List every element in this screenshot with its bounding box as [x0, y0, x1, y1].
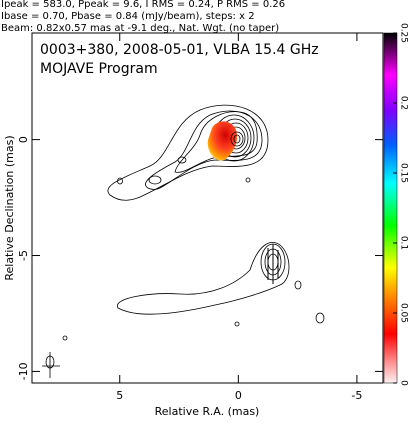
chart-subtitle: MOJAVE Program	[40, 61, 158, 77]
header-line: Ipeak = 583.0, Ppeak = 9.6, I RMS = 0.24…	[1, 0, 285, 10]
contour	[233, 134, 241, 144]
x-tick-label: 0	[235, 389, 242, 402]
contour	[117, 177, 123, 185]
contour	[148, 175, 162, 185]
contour	[145, 110, 263, 190]
contour	[117, 242, 290, 315]
plot-frame	[31, 32, 384, 384]
contours	[42, 104, 325, 378]
contour	[315, 312, 325, 324]
colorbar-tick-label: 0.15	[399, 163, 409, 183]
chart-title: 0003+380, 2008-05-01, VLBA 15.4 GHz	[40, 42, 319, 58]
x-axis-label: Relative R.A. (mas)	[155, 405, 260, 418]
evpa	[267, 244, 279, 284]
y-tick-label: -10	[17, 362, 30, 380]
contour	[177, 156, 187, 164]
y-tick-label: -5	[17, 250, 30, 261]
x-tick-label: -5	[351, 389, 362, 402]
contour	[174, 111, 258, 173]
contour	[62, 335, 68, 341]
header-line: Ibase = 0.70, Pbase = 0.84 (mJy/beam), s…	[1, 11, 255, 22]
colorbar-tick-label: 0.05	[399, 303, 409, 323]
colorbar	[383, 32, 398, 384]
x-tick-label: 5	[116, 389, 123, 402]
colorbar-tick-label: 0	[399, 380, 409, 386]
colorbar-tick-label: 0.1	[399, 236, 409, 250]
colorbar-tick-label: 0.25	[399, 23, 409, 43]
polarization	[207, 121, 238, 161]
y-axis-label: Relative Declination (mas)	[3, 135, 16, 280]
colorbar-tick-label: 0.2	[399, 96, 409, 110]
contour	[234, 321, 240, 327]
contour	[230, 131, 244, 147]
y-tick-label: 0	[17, 136, 30, 143]
contour	[107, 104, 269, 201]
contour	[245, 177, 251, 183]
beam	[42, 352, 60, 378]
contour	[294, 280, 302, 290]
header-line: Beam: 0.82x0.57 mas at -9.1 deg., Nat. W…	[1, 23, 279, 34]
